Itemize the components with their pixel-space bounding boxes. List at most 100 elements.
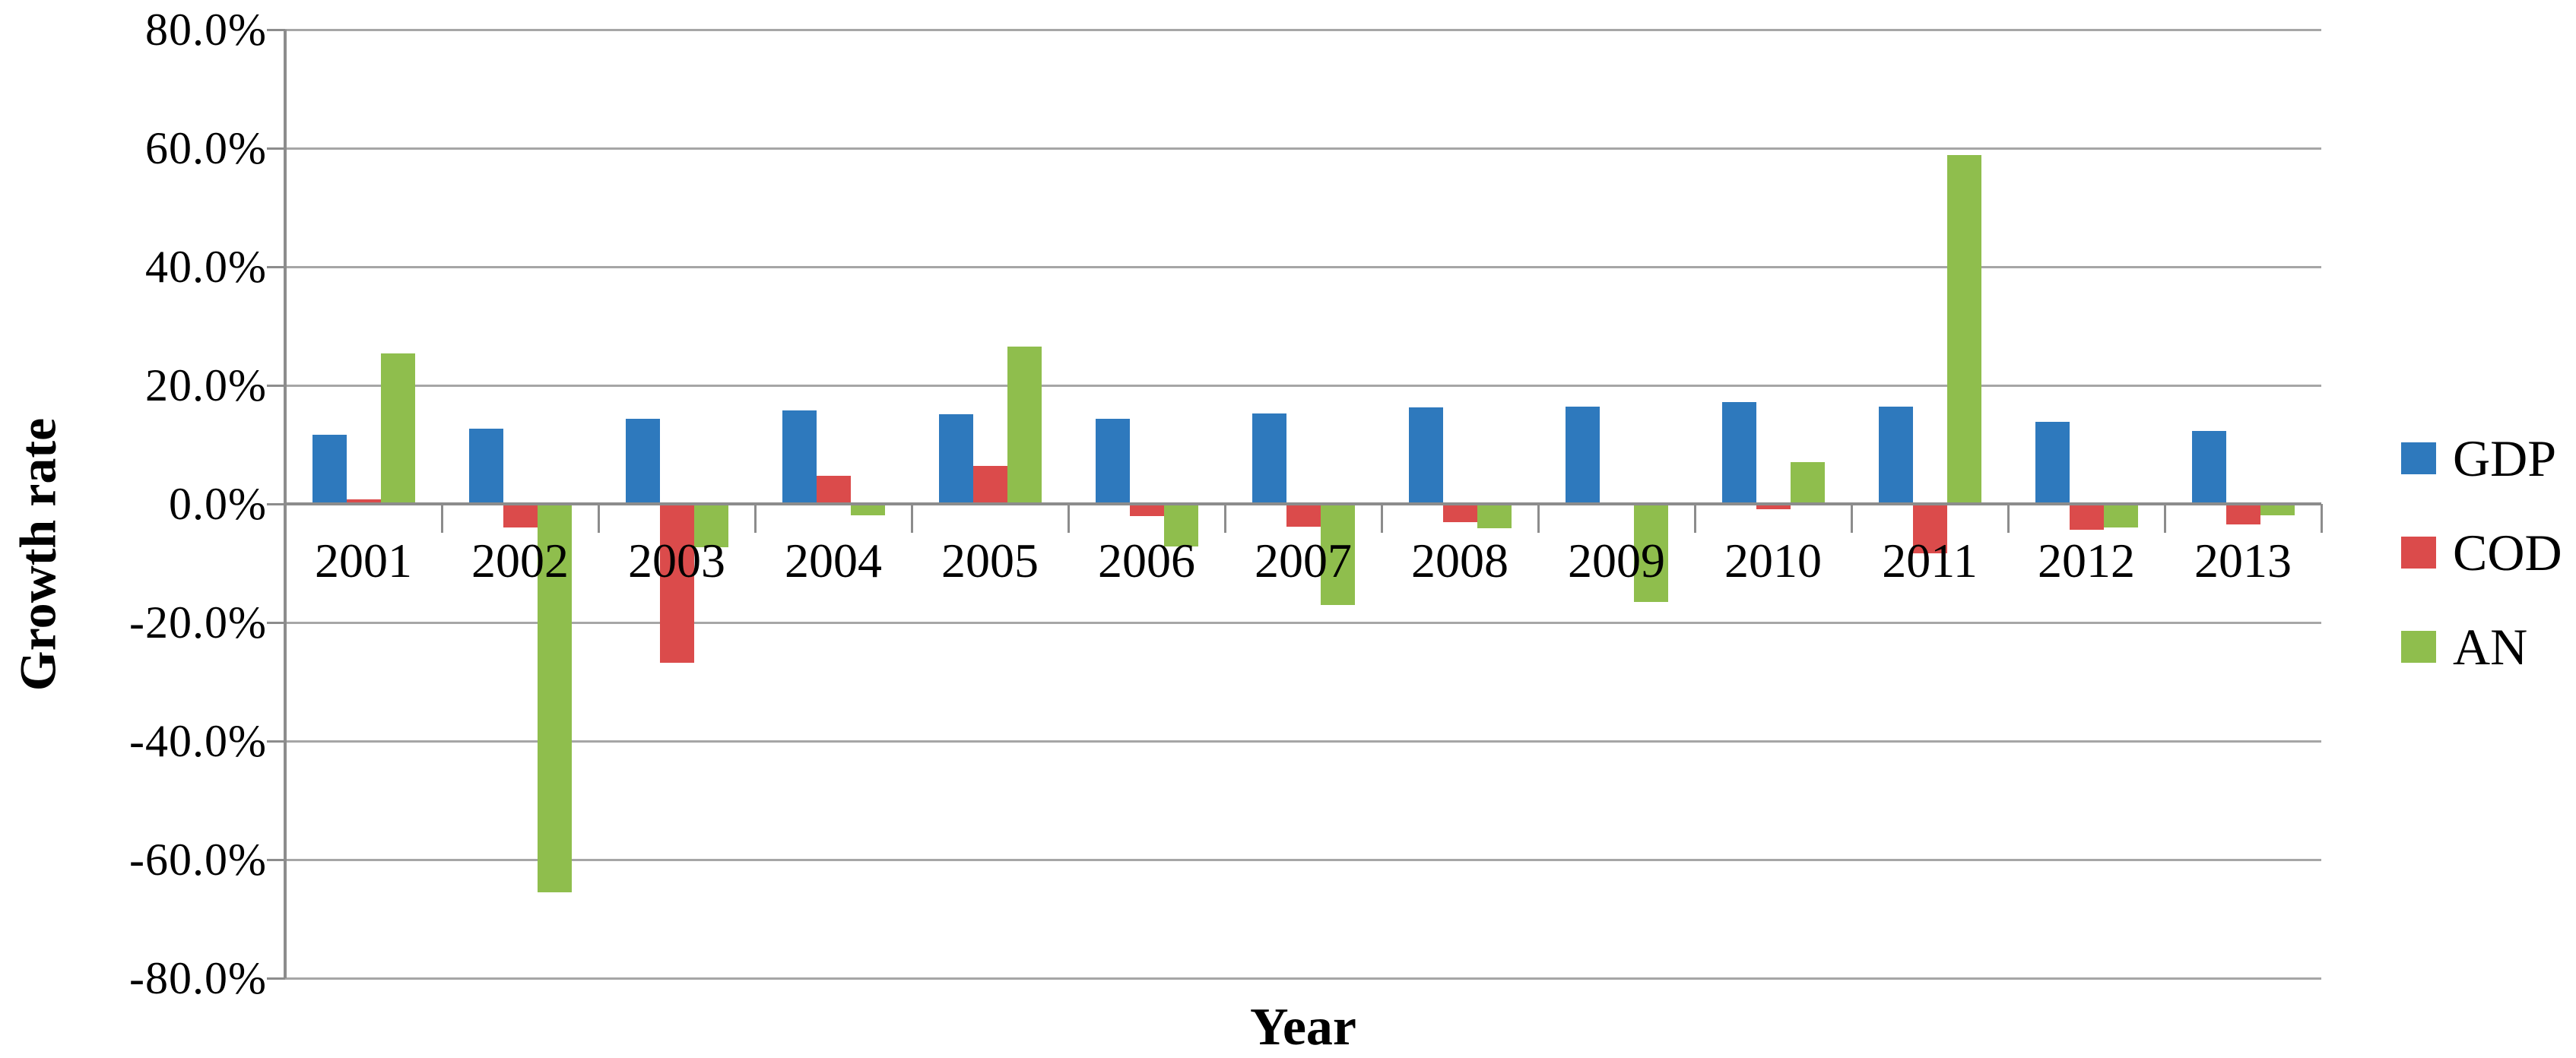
bar-gdp-2008 <box>1408 407 1443 504</box>
y-axis-tick <box>267 977 285 980</box>
category-tick <box>440 504 443 533</box>
legend-item-gdp: GDP <box>2401 432 2562 485</box>
x-tick-label: 2008 <box>1411 534 1508 588</box>
y-tick-label: 20.0% <box>145 360 267 410</box>
x-tick-label: 2002 <box>471 534 569 588</box>
bar-an-2010 <box>1790 462 1825 504</box>
bar-an-2012 <box>2103 504 2138 528</box>
bar-gdp-2011 <box>1878 407 1913 504</box>
y-axis-tick <box>267 28 285 31</box>
bar-an-2013 <box>2260 504 2295 515</box>
category-tick <box>753 504 757 533</box>
bar-an-2003 <box>693 504 728 547</box>
bar-cod-2011 <box>1912 504 1947 553</box>
bar-cod-2007 <box>1286 504 1321 527</box>
x-tick-label: 2013 <box>2194 534 2292 588</box>
bar-cod-2013 <box>2225 504 2260 524</box>
legend-swatch-an <box>2401 631 2436 663</box>
y-tick-label: 80.0% <box>145 5 267 55</box>
legend-label: GDP <box>2453 429 2557 487</box>
category-tick <box>2320 504 2323 533</box>
bar-an-2011 <box>1946 155 1981 504</box>
legend-label: COD <box>2453 524 2562 581</box>
gridline <box>285 977 2321 980</box>
category-tick <box>284 504 287 533</box>
bar-cod-2005 <box>972 466 1007 504</box>
bar-gdp-2002 <box>468 428 503 504</box>
x-tick-label: 2005 <box>941 534 1039 588</box>
y-axis-tick <box>267 265 285 268</box>
bar-cod-2002 <box>503 504 538 528</box>
bar-an-2008 <box>1477 504 1512 528</box>
x-tick-label: 2007 <box>1255 534 1352 588</box>
legend-item-cod: COD <box>2401 526 2562 579</box>
bar-cod-2001 <box>346 499 381 504</box>
gridline <box>285 384 2321 387</box>
bar-gdp-2004 <box>782 410 817 504</box>
y-axis-title: Growth rate <box>8 417 67 692</box>
legend-label: AN <box>2453 618 2528 676</box>
gridline <box>285 621 2321 624</box>
y-tick-label: -80.0% <box>129 953 267 1003</box>
gridline <box>285 265 2321 268</box>
y-tick-label: 40.0% <box>145 242 267 292</box>
x-tick-label: 2010 <box>1724 534 1822 588</box>
bar-gdp-2005 <box>938 414 973 504</box>
gridline <box>285 858 2321 861</box>
gridline <box>285 740 2321 743</box>
x-tick-label: 2004 <box>785 534 882 588</box>
bar-gdp-2003 <box>625 418 660 504</box>
bar-an-2004 <box>850 504 885 515</box>
bar-gdp-2013 <box>2191 431 2226 504</box>
bar-cod-2003 <box>659 504 694 664</box>
bar-gdp-2012 <box>2035 422 2070 504</box>
category-tick <box>1380 504 1383 533</box>
x-tick-label: 2012 <box>2038 534 2135 588</box>
category-tick <box>910 504 913 533</box>
legend-swatch-cod <box>2401 537 2436 569</box>
x-tick-label: 2009 <box>1568 534 1665 588</box>
y-tick-label: 0.0% <box>169 479 267 529</box>
x-tick-label: 2011 <box>1882 534 1978 588</box>
y-axis-tick <box>267 502 285 505</box>
y-axis-tick <box>267 147 285 150</box>
y-axis-tick <box>267 384 285 387</box>
bar-gdp-2007 <box>1252 413 1286 504</box>
y-tick-label: -20.0% <box>129 597 267 648</box>
bar-cod-2004 <box>816 475 851 504</box>
bar-cod-2012 <box>2069 504 2104 530</box>
bar-cod-2010 <box>1756 504 1791 510</box>
legend: GDP COD AN <box>2401 432 2562 714</box>
category-tick <box>1067 504 1070 533</box>
legend-swatch-gdp <box>2401 442 2436 474</box>
x-tick-label: 2006 <box>1098 534 1195 588</box>
category-tick <box>1850 504 1853 533</box>
y-axis-tick <box>267 858 285 861</box>
legend-item-an: AN <box>2401 620 2562 673</box>
bar-gdp-2006 <box>1095 418 1130 504</box>
y-tick-label: -40.0% <box>129 716 267 766</box>
bar-gdp-2001 <box>312 434 347 504</box>
category-tick <box>1223 504 1226 533</box>
bar-an-2009 <box>1633 504 1668 603</box>
category-tick <box>2007 504 2010 533</box>
x-axis-title: Year <box>1250 998 1356 1056</box>
y-tick-label: -60.0% <box>129 835 267 885</box>
bar-gdp-2010 <box>1721 401 1756 504</box>
category-tick <box>597 504 600 533</box>
x-tick-label: 2003 <box>628 534 725 588</box>
category-tick <box>1537 504 1540 533</box>
bar-an-2005 <box>1007 347 1042 504</box>
y-axis-tick <box>267 740 285 743</box>
y-tick-label: 60.0% <box>145 123 267 173</box>
bar-an-2002 <box>537 504 572 892</box>
x-tick-label: 2001 <box>315 534 412 588</box>
bar-gdp-2009 <box>1565 407 1600 504</box>
category-tick <box>2163 504 2166 533</box>
bar-cod-2008 <box>1442 504 1477 523</box>
gridline <box>285 147 2321 150</box>
zero-baseline <box>285 502 2321 505</box>
y-axis-tick <box>267 621 285 624</box>
category-tick <box>1693 504 1696 533</box>
